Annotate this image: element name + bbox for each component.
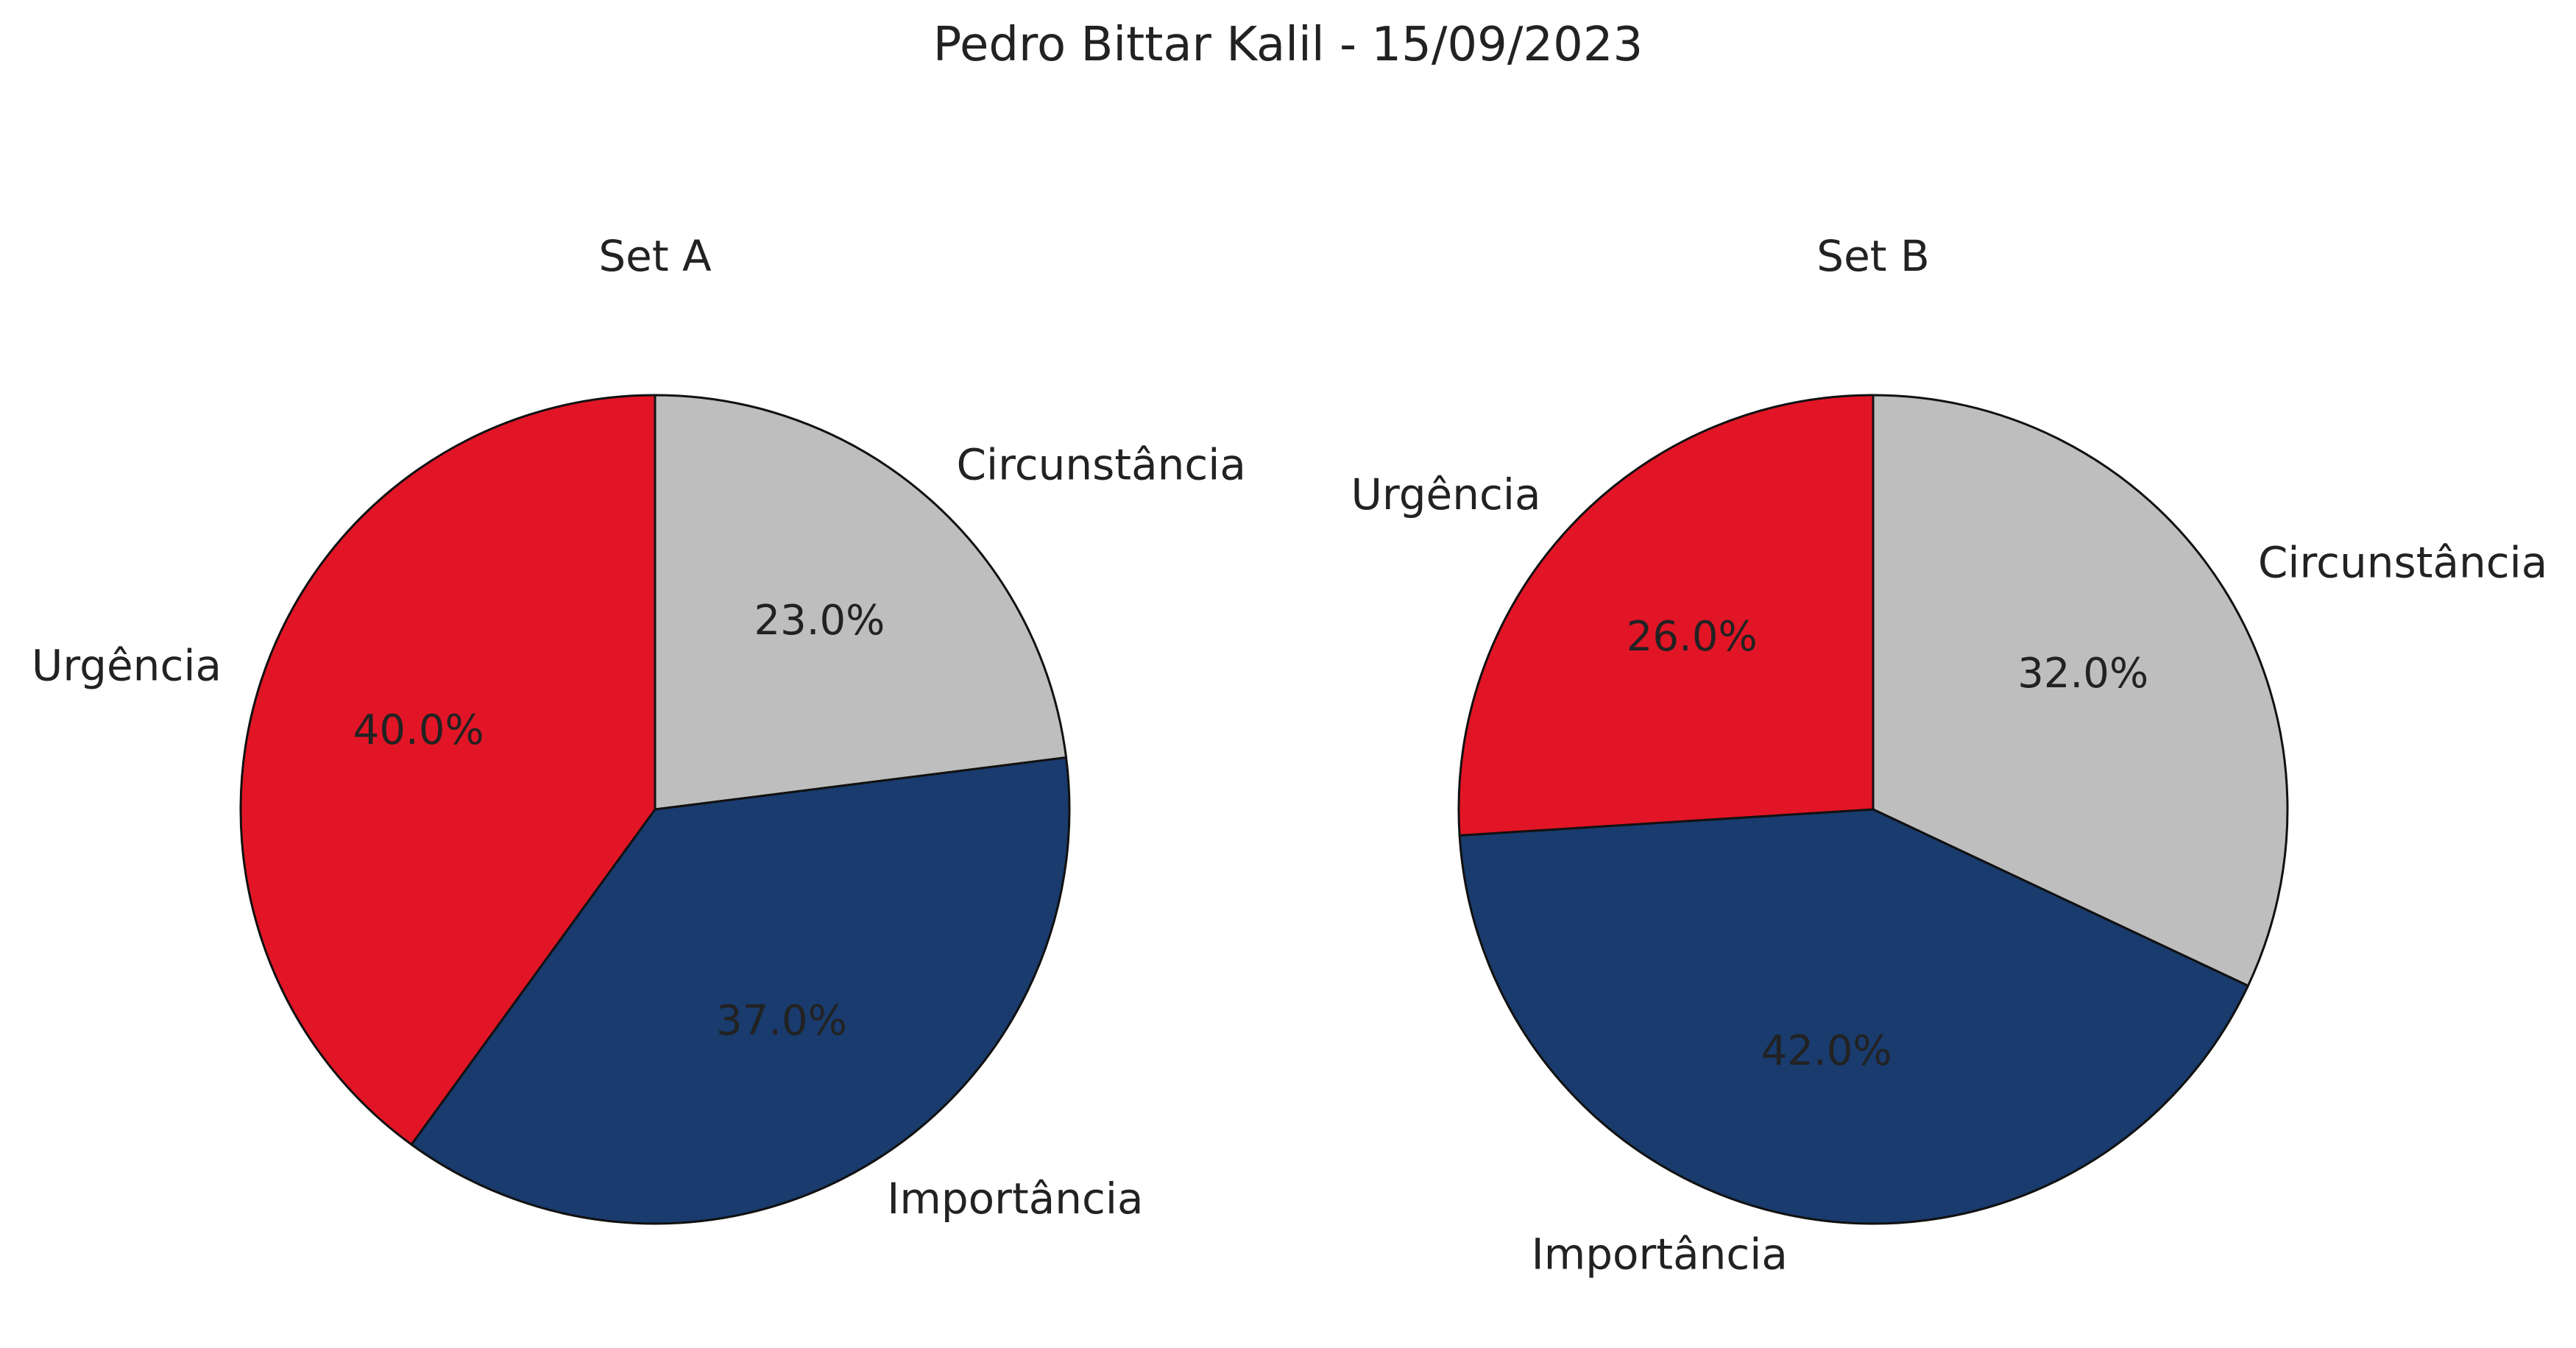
pie-title-set-b: Set B bbox=[1816, 231, 1929, 281]
pie-category-label-set-a-importancia: Importância bbox=[887, 1174, 1143, 1224]
pie-slice-set-a-importancia bbox=[410, 756, 1071, 1225]
pie-slice-set-a-circunstancia bbox=[654, 394, 1068, 811]
pie-value-label-set-b-importancia: 42.0% bbox=[1761, 1027, 1892, 1075]
pie-chart-set-a: Set A 23.0% Circunstância 37.0% Importância… bbox=[32, 231, 1246, 1225]
pie-category-label-set-a-urgencia: Urgência bbox=[32, 641, 222, 691]
pie-value-label-set-a-importancia: 37.0% bbox=[716, 997, 847, 1045]
pie-category-label-set-b-importancia: Importância bbox=[1532, 1229, 1788, 1279]
pie-value-label-set-b-urgencia: 26.0% bbox=[1627, 613, 1758, 661]
pie-value-label-set-b-circunstancia: 32.0% bbox=[2017, 650, 2148, 698]
pie-title-set-a: Set A bbox=[598, 231, 712, 281]
pie-slice-set-b-circunstancia bbox=[1872, 394, 2289, 987]
pie-value-label-set-a-circunstancia: 23.0% bbox=[754, 597, 885, 645]
pie-slice-set-b-importancia bbox=[1458, 808, 2249, 1225]
pie-category-label-set-b-circunstancia: Circunstância bbox=[2258, 537, 2547, 587]
pie-value-label-set-a-urgencia: 40.0% bbox=[353, 706, 484, 754]
pie-category-label-set-a-circunstancia: Circunstância bbox=[957, 440, 1246, 490]
pie-category-label-set-b-urgencia: Urgência bbox=[1351, 469, 1540, 519]
pie-slice-set-b-urgencia bbox=[1457, 394, 1875, 837]
pie-chart-set-b: Set B 32.0% Circunstância 42.0% Importância… bbox=[1351, 231, 2547, 1279]
figure-title: Pedro Bittar Kalil - 15/09/2023 bbox=[933, 18, 1643, 72]
pie-slice-set-a-urgencia bbox=[239, 394, 657, 1146]
